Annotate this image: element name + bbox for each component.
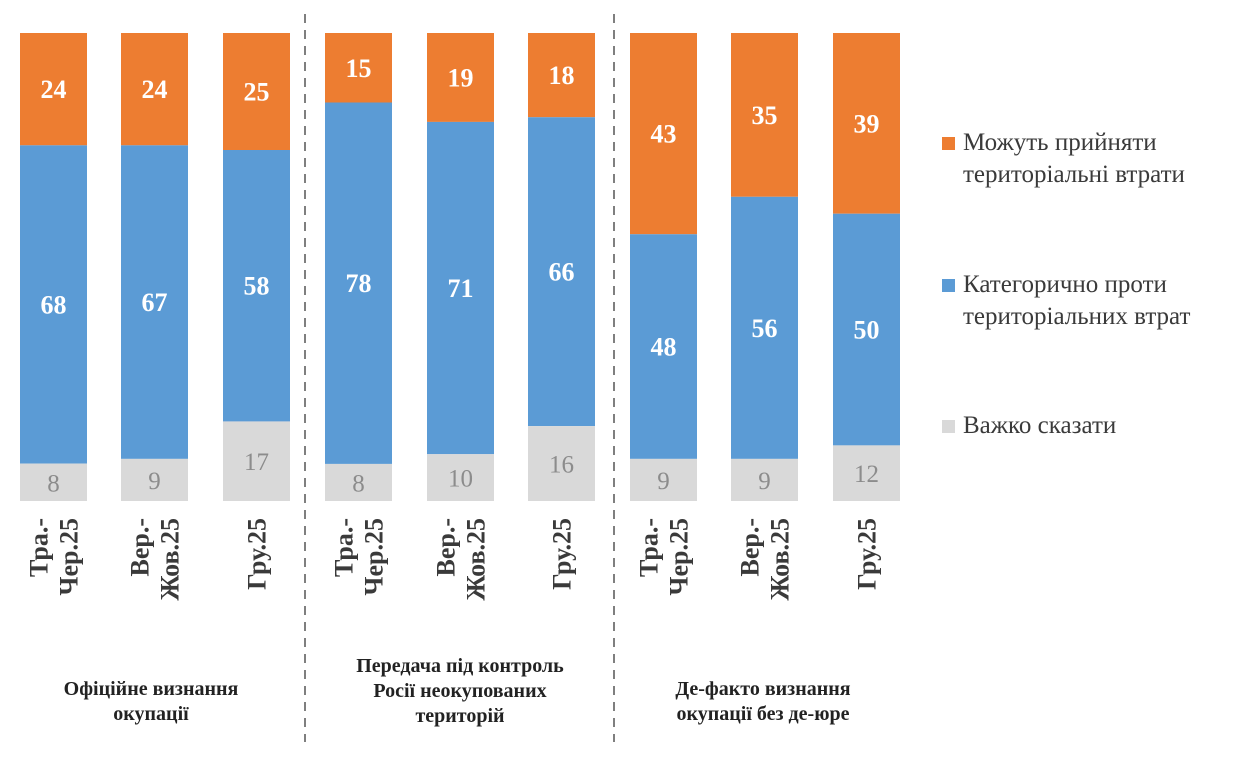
- data-label-accept: 25: [244, 78, 270, 107]
- legend-entry-label: територіальних втрат: [963, 303, 1191, 330]
- bar-segment-accept: [325, 33, 392, 103]
- bar-segment-hard: [223, 421, 290, 501]
- group-label: окупації: [113, 703, 189, 725]
- data-label-hard: 8: [352, 470, 365, 497]
- legend-swatch: [942, 137, 955, 150]
- data-label-accept: 35: [752, 101, 778, 130]
- data-label-against: 78: [346, 269, 372, 298]
- bar-segment-against: [731, 196, 798, 459]
- data-label-accept: 39: [854, 109, 880, 138]
- data-label-hard: 12: [854, 461, 879, 488]
- bar-segment-against: [427, 121, 494, 455]
- data-label-against: 71: [448, 274, 474, 303]
- legend-entry-label: Важко сказати: [963, 412, 1116, 439]
- category-tick-label: Вер.-: [432, 518, 461, 577]
- category-tick-label: Жов.25: [156, 518, 185, 601]
- legend-entry-label: Категорично проти: [963, 271, 1167, 298]
- group-label: територій: [415, 705, 504, 727]
- bar-segment-hard: [20, 463, 87, 501]
- bar-segment-accept: [528, 33, 595, 118]
- category-tick-label: Жов.25: [462, 518, 491, 601]
- data-label-against: 48: [651, 333, 677, 362]
- bar-segment-hard: [427, 454, 494, 501]
- bar-segment-hard: [833, 445, 900, 501]
- category-tick-label: Тра.-: [25, 518, 54, 577]
- data-label-hard: 10: [448, 466, 473, 493]
- group-label: Офіційне визнання: [64, 678, 239, 700]
- category-tick-label: Гру.25: [548, 518, 577, 590]
- bar-segment-against: [223, 150, 290, 422]
- legend-swatch: [942, 279, 955, 292]
- category-tick-label: Тра.-: [330, 518, 359, 577]
- data-label-hard: 8: [47, 470, 60, 497]
- category-tick-label: Гру.25: [243, 518, 272, 590]
- bar-segment-accept: [731, 33, 798, 197]
- category-tick-label: Гру.25: [853, 518, 882, 590]
- category-tick-label: Чер.25: [665, 518, 694, 596]
- bar-segment-accept: [223, 33, 290, 150]
- group-label: Передача під контроль: [356, 655, 564, 677]
- data-label-against: 68: [41, 290, 67, 319]
- bar-segment-hard: [325, 463, 392, 501]
- bar-segment-accept: [630, 33, 697, 235]
- data-label-accept: 24: [142, 75, 168, 104]
- category-tick-label: Тра.-: [635, 518, 664, 577]
- data-label-hard: 9: [148, 468, 161, 495]
- group-label: окупації без де-юре: [677, 703, 850, 725]
- bar-segment-against: [528, 117, 595, 427]
- data-label-accept: 18: [549, 61, 575, 90]
- group-label: Де-факто визнання: [675, 678, 850, 700]
- bar-segment-hard: [731, 458, 798, 501]
- bar-segment-against: [833, 213, 900, 446]
- group-label: Росії неокупованих: [373, 680, 546, 702]
- data-label-accept: 15: [346, 54, 372, 83]
- bar-segment-against: [325, 102, 392, 464]
- data-label-hard: 17: [244, 449, 269, 476]
- bar-segment-hard: [121, 458, 188, 501]
- bar-segment-against: [20, 145, 87, 464]
- data-label-accept: 19: [448, 63, 474, 92]
- category-tick-label: Жов.25: [766, 518, 795, 601]
- data-label-against: 67: [142, 288, 168, 317]
- bar-segment-accept: [121, 33, 188, 146]
- data-label-hard: 9: [657, 468, 670, 495]
- bar-segment-accept: [20, 33, 87, 146]
- category-tick-label: Вер.-: [736, 518, 765, 577]
- legend-entry-label: територіальні втрати: [963, 161, 1185, 188]
- data-label-against: 66: [549, 258, 575, 287]
- bar-segment-hard: [528, 426, 595, 501]
- bar-segment-accept: [833, 33, 900, 214]
- data-label-accept: 43: [651, 120, 677, 149]
- legend-swatch: [942, 420, 955, 433]
- data-label-accept: 24: [41, 75, 67, 104]
- data-label-against: 58: [244, 272, 270, 301]
- data-label-hard: 9: [758, 468, 771, 495]
- data-label-hard: 16: [549, 452, 574, 479]
- bar-segment-against: [121, 145, 188, 459]
- category-tick-label: Вер.-: [126, 518, 155, 577]
- data-label-against: 50: [854, 316, 880, 345]
- bar-segment-against: [630, 234, 697, 459]
- category-tick-label: Чер.25: [55, 518, 84, 596]
- bar-segment-hard: [630, 458, 697, 501]
- data-label-against: 56: [752, 314, 778, 343]
- legend-entry-label: Можуть прийняти: [963, 129, 1157, 156]
- category-tick-label: Чер.25: [360, 518, 389, 596]
- bar-segment-accept: [427, 33, 494, 122]
